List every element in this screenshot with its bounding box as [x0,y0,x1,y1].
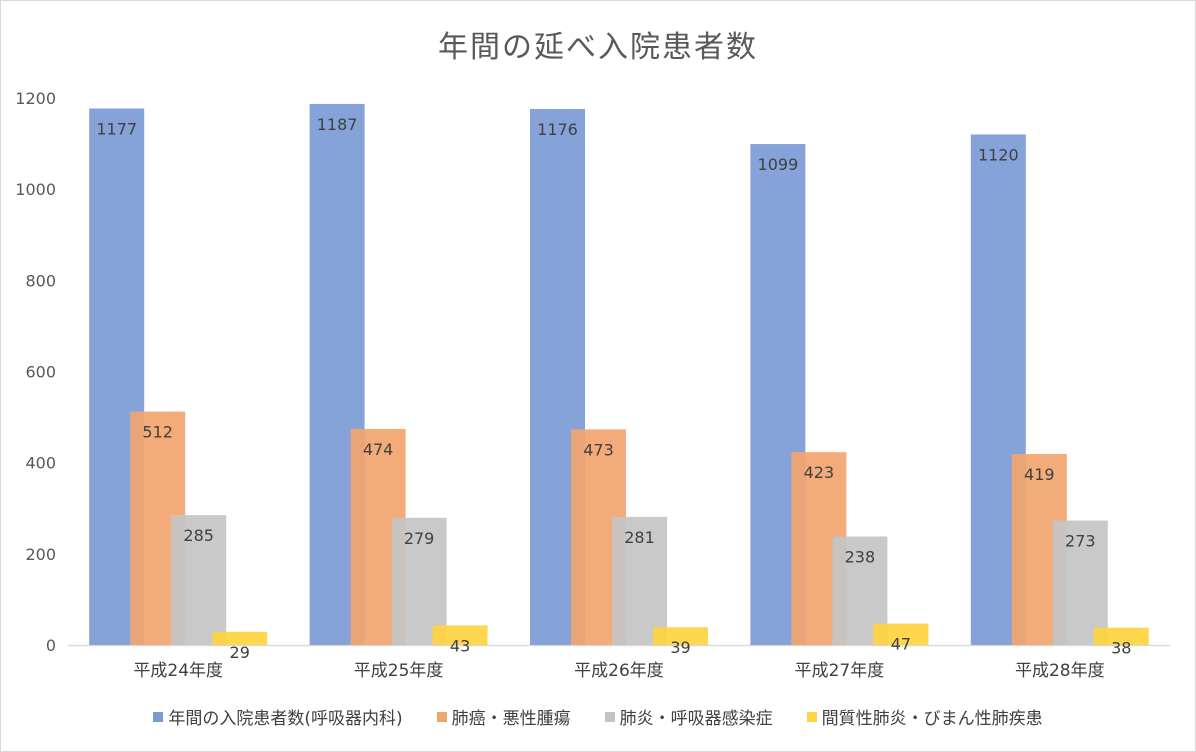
y-tick-label: 400 [25,454,56,473]
data-label: 1187 [317,115,358,134]
legend-item: 肺炎・呼吸器感染症 [604,704,773,729]
y-tick-label: 1200 [15,89,56,108]
bar [1052,520,1108,645]
x-tick-label: 平成27年度 [795,661,885,681]
legend-label: 肺炎・呼吸器感染症 [619,709,773,729]
x-tick-label: 平成28年度 [1015,661,1105,681]
data-label: 423 [804,463,835,482]
data-label: 419 [1024,465,1055,484]
x-tick-label: 平成25年度 [354,661,444,681]
y-tick-label: 0 [46,636,56,655]
data-label: 474 [363,440,394,459]
data-label: 1176 [537,120,578,139]
legend-label: 肺癌・悪性腫瘍 [451,709,571,729]
y-tick-label: 600 [25,363,56,382]
bar [212,631,268,645]
legend-swatch [806,711,817,722]
legend-swatch [604,711,615,722]
y-tick-label: 200 [25,545,56,564]
data-label: 279 [404,529,435,548]
y-tick-label: 800 [25,271,56,290]
legend-label: 間質性肺炎・びまん性肺疾患 [821,709,1043,729]
data-label: 238 [845,548,876,567]
bar-chart: 0 200 400 600 800 1000 1200 1177 1187 1176 1099 112… [15,89,1170,681]
x-tick-label: 平成26年度 [574,661,664,681]
data-label: 273 [1065,532,1096,551]
data-label: 1120 [978,145,1019,164]
data-label: 512 [142,423,173,442]
data-label: 43 [450,636,470,655]
data-label: 285 [183,526,214,545]
data-label: 473 [583,440,614,459]
data-label: 1177 [96,119,137,138]
chart-title: 年間の延べ入院患者数 [438,30,758,65]
bar [171,515,227,645]
bar [391,517,447,645]
bar [1093,627,1149,645]
data-label: 29 [230,643,250,662]
bar [653,627,708,645]
legend-item: 肺癌・悪性腫瘍 [436,704,571,729]
data-label: 281 [624,528,655,547]
x-tick-label: 平成24年度 [133,661,223,681]
legend-label: 年間の入院患者数(呼吸器内科) [168,709,403,729]
data-label: 1099 [758,155,799,174]
y-tick-label: 1000 [15,180,56,199]
legend: 年間の入院患者数(呼吸器内科) 肺癌・悪性腫瘍 肺炎・呼吸器感染症 間質性肺炎・びまん… [0,704,1196,729]
data-label: 39 [670,638,690,657]
data-label: 38 [1111,639,1131,658]
bar [432,625,488,645]
legend-swatch [436,711,447,722]
legend-item: 年間の入院患者数(呼吸器内科) [153,704,403,729]
bar [612,516,667,645]
legend-swatch [153,711,164,722]
legend-item: 間質性肺炎・びまん性肺疾患 [806,704,1043,729]
bar [873,623,929,645]
data-label: 47 [891,635,911,654]
